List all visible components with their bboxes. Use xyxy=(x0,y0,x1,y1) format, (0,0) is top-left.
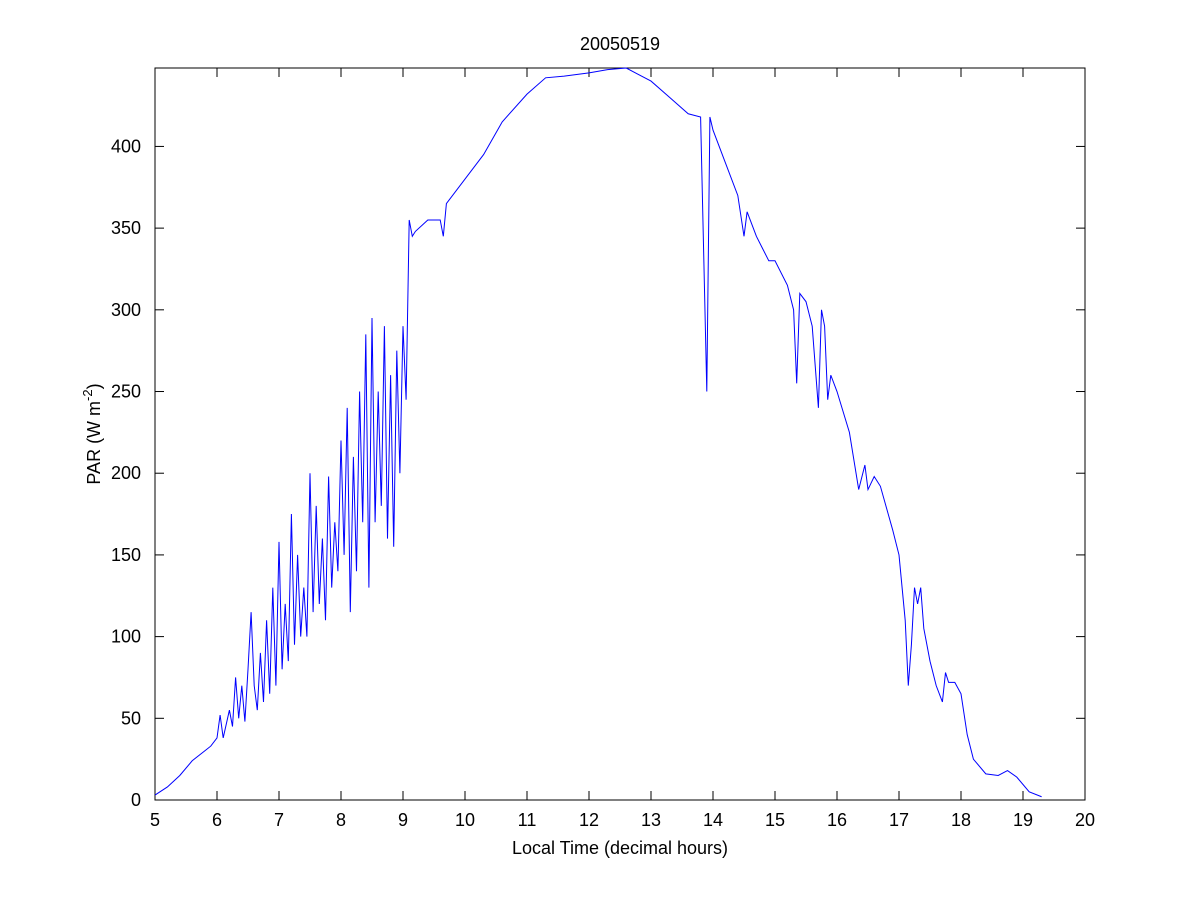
x-tick-label: 7 xyxy=(274,810,284,830)
x-tick-label: 18 xyxy=(951,810,971,830)
x-tick-label: 10 xyxy=(455,810,475,830)
y-label-suffix: ) xyxy=(84,383,104,389)
x-tick-label: 19 xyxy=(1013,810,1033,830)
y-tick-label: 50 xyxy=(121,708,141,728)
y-tick-label: 400 xyxy=(111,136,141,156)
data-line xyxy=(154,67,1042,798)
y-axis-label: PAR (W m-2) xyxy=(80,383,104,484)
y-tick-label: 350 xyxy=(111,218,141,238)
chart-title: 20050519 xyxy=(580,34,660,54)
y-tick-label: 300 xyxy=(111,300,141,320)
x-tick-label: 6 xyxy=(212,810,222,830)
x-tick-label: 17 xyxy=(889,810,909,830)
y-tick-label: 100 xyxy=(111,627,141,647)
x-tick-label: 12 xyxy=(579,810,599,830)
y-tick-label: 0 xyxy=(131,790,141,810)
x-tick-label: 14 xyxy=(703,810,723,830)
y-tick-label: 250 xyxy=(111,382,141,402)
x-tick-label: 9 xyxy=(398,810,408,830)
x-tick-label: 13 xyxy=(641,810,661,830)
x-tick-label: 15 xyxy=(765,810,785,830)
x-axis-label: Local Time (decimal hours) xyxy=(512,838,728,858)
y-label-text: PAR (W m xyxy=(84,401,104,485)
y-tick-label: 150 xyxy=(111,545,141,565)
x-tick-label: 5 xyxy=(150,810,160,830)
x-tick-label: 16 xyxy=(827,810,847,830)
plot-frame xyxy=(154,67,1086,801)
y-tick-label: 200 xyxy=(111,463,141,483)
x-tick-label: 11 xyxy=(518,810,537,830)
y-label-superscript: -2 xyxy=(80,389,95,401)
x-tick-label: 20 xyxy=(1075,810,1095,830)
x-tick-label: 8 xyxy=(336,810,346,830)
